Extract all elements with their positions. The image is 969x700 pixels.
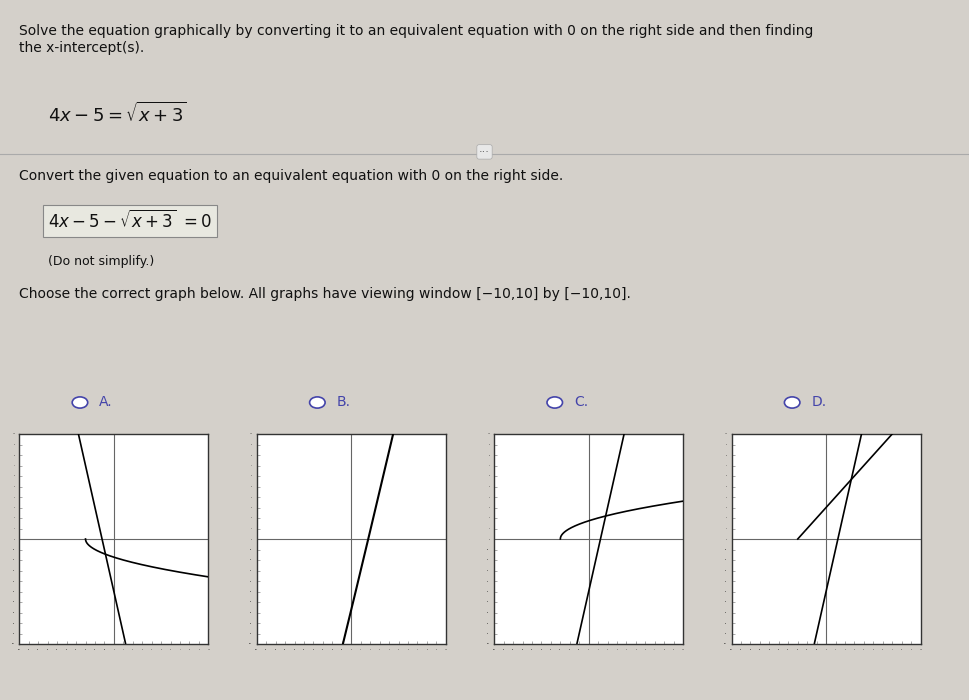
Text: D.: D.	[811, 395, 827, 409]
Text: A.: A.	[99, 395, 113, 409]
Text: Solve the equation graphically by converting it to an equivalent equation with 0: Solve the equation graphically by conver…	[19, 25, 814, 55]
Text: (Do not simplify.): (Do not simplify.)	[48, 256, 155, 269]
Text: B.: B.	[337, 395, 351, 409]
Text: Convert the given equation to an equivalent equation with 0 on the right side.: Convert the given equation to an equival…	[19, 169, 564, 183]
Text: C.: C.	[574, 395, 588, 409]
Text: ···: ···	[479, 147, 490, 157]
Text: $4x-5=\sqrt{x+3}$: $4x-5=\sqrt{x+3}$	[48, 102, 187, 126]
Text: Choose the correct graph below. All graphs have viewing window [−10,10] by [−10,: Choose the correct graph below. All grap…	[19, 287, 631, 301]
Text: $4x-5-\sqrt{x+3}\ =0$: $4x-5-\sqrt{x+3}\ =0$	[48, 210, 212, 232]
